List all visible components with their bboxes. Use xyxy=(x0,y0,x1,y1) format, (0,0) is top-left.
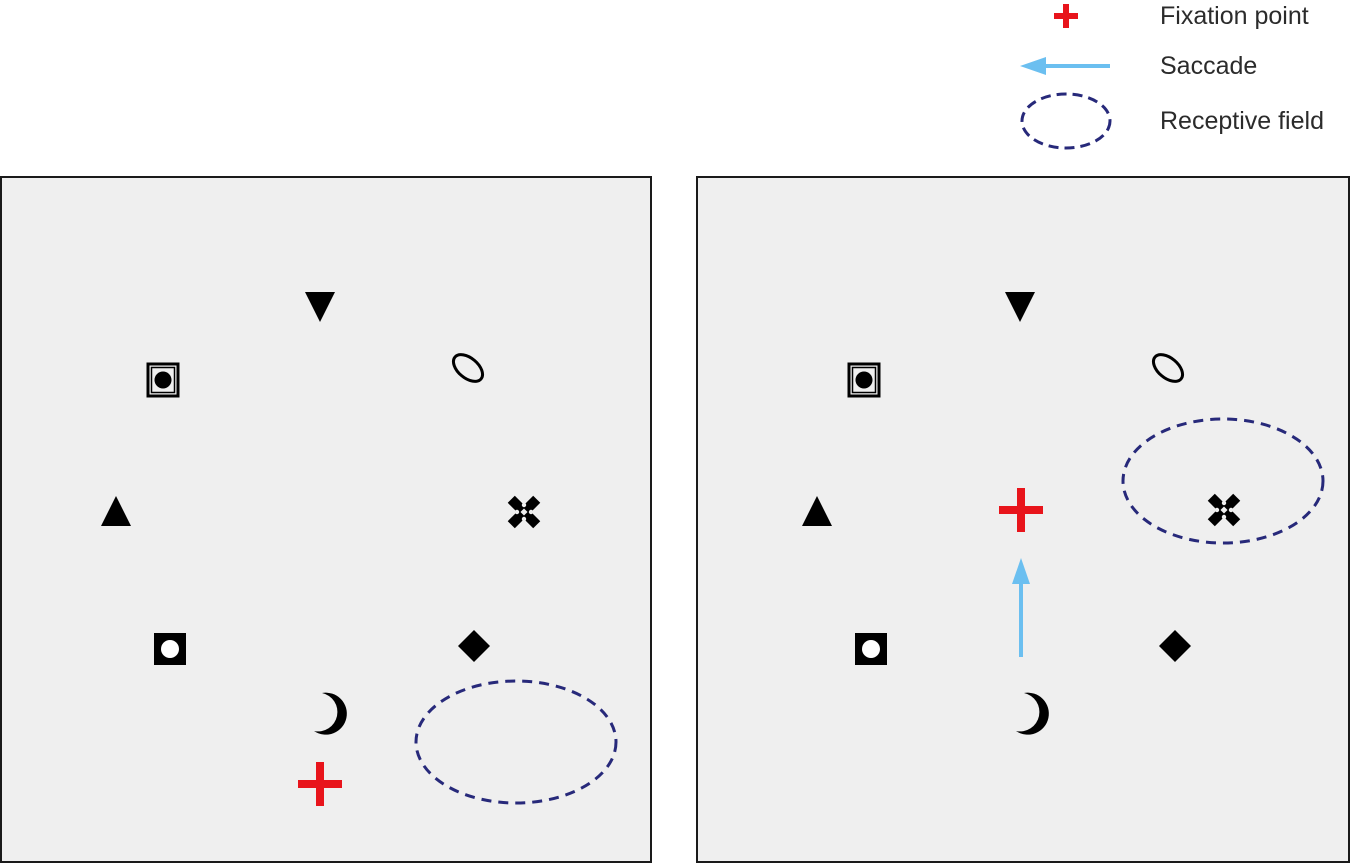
receptive-field-ellipse xyxy=(1121,417,1325,545)
receptive-field-ellipse xyxy=(414,679,618,805)
legend: Fixation point Saccade Receptive field xyxy=(1020,2,1324,150)
panel-before-saccade xyxy=(0,176,652,863)
panel-after-saccade xyxy=(696,176,1350,863)
fixation-legend-icon xyxy=(1054,4,1078,28)
saccade-arrow-icon xyxy=(1012,558,1030,657)
white-dot-square-icon xyxy=(855,633,887,665)
receptive-field-legend-icon xyxy=(1020,92,1112,150)
white-dot-square-icon xyxy=(154,633,186,665)
saccade-legend-arrow-icon xyxy=(1020,57,1110,75)
saccade-legend-label: Saccade xyxy=(1160,52,1257,80)
panel-background xyxy=(0,176,652,863)
fixation-legend-label: Fixation point xyxy=(1160,2,1309,30)
receptive-field-legend-label: Receptive field xyxy=(1160,107,1324,135)
